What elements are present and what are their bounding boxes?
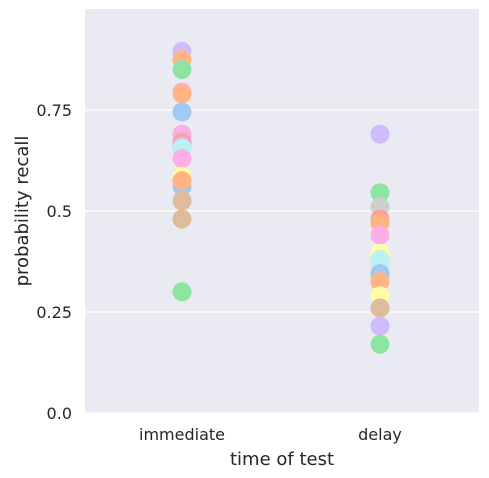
- y-tick-label: 0.75: [36, 101, 72, 120]
- data-point: [370, 334, 390, 354]
- data-point: [172, 209, 192, 229]
- x-axis-label: time of test: [230, 449, 334, 470]
- data-point: [172, 84, 192, 104]
- data-points: [172, 41, 390, 354]
- data-point: [172, 60, 192, 80]
- data-point: [370, 298, 390, 318]
- data-point: [172, 102, 192, 122]
- data-point: [370, 272, 390, 292]
- data-point: [370, 316, 390, 336]
- data-point: [370, 183, 390, 203]
- data-point: [172, 171, 192, 191]
- data-point: [370, 124, 390, 144]
- data-point: [172, 282, 192, 302]
- y-tick-label: 0.0: [47, 404, 72, 423]
- x-tick-labels: immediate delay: [139, 425, 402, 444]
- y-tick-labels: 0.0 0.25 0.5 0.75: [36, 101, 72, 423]
- gridlines: [85, 109, 479, 414]
- data-point: [370, 225, 390, 245]
- y-tick-label: 0.5: [47, 202, 72, 221]
- data-point: [172, 148, 192, 168]
- y-axis-label: probability recall: [12, 136, 33, 287]
- x-tick-label-delay: delay: [358, 425, 402, 444]
- y-tick-label: 0.25: [36, 303, 72, 322]
- data-point: [172, 191, 192, 211]
- x-tick-label-immediate: immediate: [139, 425, 225, 444]
